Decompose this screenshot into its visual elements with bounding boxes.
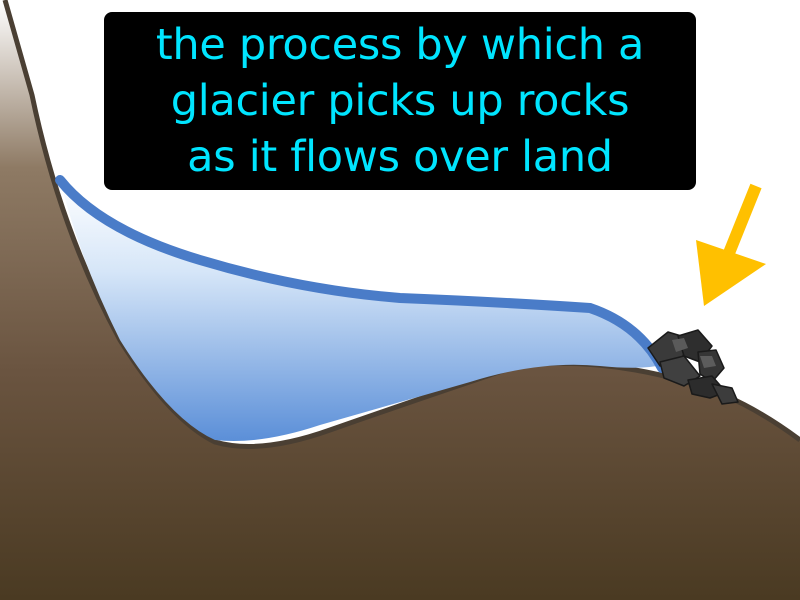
- definition-text: the process by which a glacier picks up …: [148, 17, 652, 185]
- definition-line-1: the process by which a: [155, 20, 645, 70]
- glacier-surface: [55, 175, 667, 373]
- rock-pile-icon: [647, 329, 739, 405]
- definition-line-2: glacier picks up rocks: [170, 76, 630, 126]
- definition-line-3: as it flows over land: [187, 132, 613, 182]
- definition-caption: the process by which a glacier picks up …: [104, 12, 696, 190]
- arrow-down-left-icon: [696, 183, 766, 306]
- glacier-ice: [60, 180, 662, 441]
